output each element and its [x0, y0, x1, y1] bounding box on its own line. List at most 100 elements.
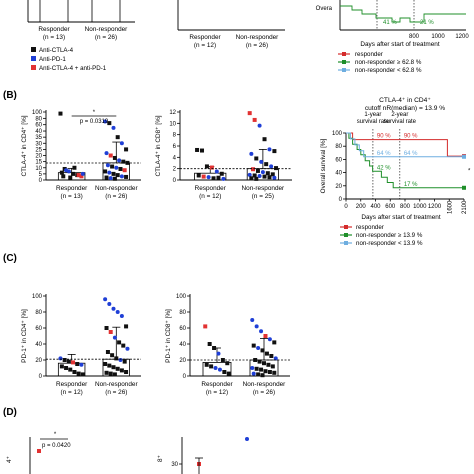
tick-label: 800: [400, 204, 411, 210]
point: [256, 372, 261, 377]
point: [107, 302, 112, 306]
point: [111, 171, 116, 176]
km-annotation: 90 %: [404, 134, 418, 140]
point: [108, 153, 113, 158]
sig-star: *: [468, 169, 471, 175]
tick-label: 12: [169, 110, 176, 116]
point: [124, 324, 129, 329]
point: [59, 364, 64, 369]
tick-label: 40: [35, 129, 42, 135]
point: [270, 364, 275, 369]
point: [200, 148, 205, 153]
point: [213, 366, 218, 370]
tick-label: 5: [39, 172, 43, 178]
tick-label: 60: [35, 123, 42, 129]
point: [250, 366, 255, 370]
group-label: Non-responder: [243, 381, 287, 388]
point: [104, 370, 109, 375]
point: [226, 371, 231, 376]
point: [254, 324, 259, 329]
point: [250, 318, 255, 322]
point: [219, 171, 224, 176]
point: [79, 174, 84, 179]
point: [104, 151, 109, 156]
point: [118, 166, 123, 171]
panel-a-left: Responder (n = 13) Non-responder (n = 26…: [27, 0, 135, 41]
group-count: (n = 25): [252, 193, 274, 200]
point: [119, 368, 124, 373]
p-value: p = 0.0420: [42, 443, 71, 449]
group-label: Responder: [56, 185, 88, 192]
point: [59, 170, 64, 175]
y-axis-label-partial: 4⁺: [6, 456, 13, 463]
legend: Anti-CTLA-4 Anti-PD-1 Anti-CTLA-4 + anti…: [31, 47, 107, 72]
tick-label: 30: [171, 462, 178, 468]
group-count: (n = 12): [199, 193, 221, 200]
p-value: p = 0.0319: [80, 119, 109, 125]
tick-label: 1600: [447, 200, 453, 214]
point: [111, 125, 116, 130]
group-label-line1: Non-responder: [236, 34, 280, 41]
point: [68, 175, 73, 180]
point: [253, 358, 258, 362]
point: [212, 346, 217, 350]
point: [267, 370, 272, 374]
panel-label-d: (D): [3, 407, 17, 418]
point: [207, 342, 212, 346]
point: [249, 176, 254, 181]
y-axis-label: PD-1⁺ in CD8⁺ [%]: [165, 309, 172, 363]
km-annotation: 42 %: [377, 165, 391, 171]
km-annotation: 41 %: [383, 20, 397, 26]
point: [114, 356, 119, 361]
tick-label: 1000: [431, 34, 445, 40]
point: [111, 306, 116, 311]
tick-label: 80: [179, 310, 186, 316]
x-axis-label: Days after start of treatment: [360, 41, 439, 48]
km-annotation: 21 %: [420, 20, 434, 26]
point: [195, 147, 200, 152]
point: [257, 123, 262, 128]
point: [76, 371, 81, 376]
vline-label: 1-year: [364, 112, 381, 118]
km-annotation: 64 %: [404, 151, 418, 157]
point: [115, 135, 120, 140]
group-label-line1: Non-responder: [85, 26, 129, 33]
point: [216, 175, 221, 180]
point: [124, 370, 129, 374]
km-line: [346, 132, 464, 158]
point: [80, 372, 85, 377]
point: [204, 164, 209, 169]
point: [263, 334, 268, 338]
legend-swatch-combo: [31, 65, 36, 70]
legend-label: non-responder ≥ 62.8 %: [355, 59, 422, 66]
point: [110, 353, 115, 358]
point: [112, 335, 117, 340]
point: [209, 165, 214, 170]
legend-marker: [342, 52, 346, 56]
tick-label: Overa: [316, 6, 333, 12]
point: [274, 166, 279, 171]
point: [272, 370, 277, 375]
tick-label: 25: [35, 147, 42, 153]
point: [267, 337, 272, 342]
tick-label: 20: [179, 358, 186, 364]
point: [117, 340, 122, 345]
point: [272, 149, 277, 154]
point: [108, 371, 113, 376]
legend-marker: [344, 225, 348, 229]
point: [247, 111, 252, 116]
group-label-line2: (n = 13): [43, 34, 65, 41]
legend-label: non-responder ≥ 13.9 %: [356, 232, 423, 239]
y-axis-label: CTLA-4⁺ in CD4⁺ [%]: [21, 115, 28, 176]
tick-label: 40: [179, 342, 186, 348]
point: [71, 360, 76, 365]
group-label: Responder: [195, 185, 227, 192]
tick-label: 600: [385, 204, 396, 210]
point: [115, 366, 120, 371]
tick-label: 80: [35, 116, 42, 122]
point: [61, 174, 66, 179]
point: [105, 350, 110, 354]
